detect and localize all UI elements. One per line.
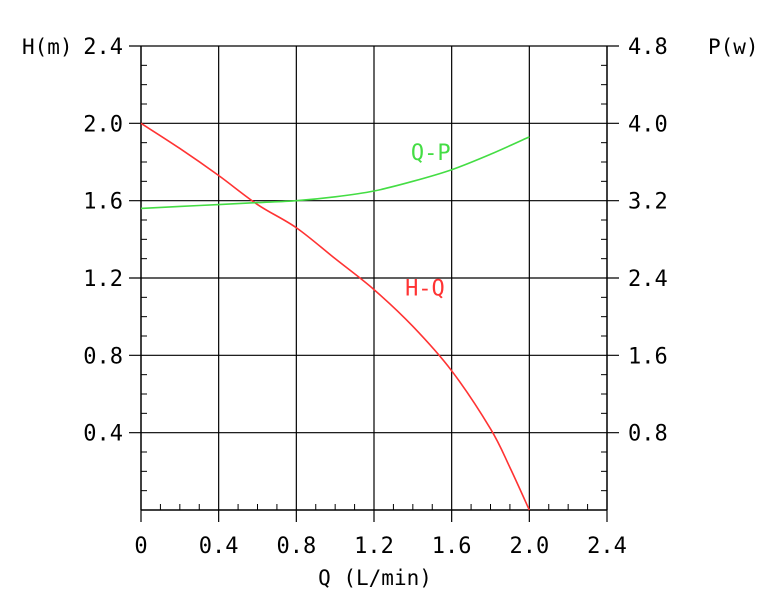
right-tick-label: 3.2 bbox=[628, 190, 668, 215]
x-tick-label: 0 bbox=[134, 534, 147, 559]
grid bbox=[129, 45, 619, 522]
left-axis-title: H(m) bbox=[22, 35, 73, 59]
x-tick-label: 1.6 bbox=[432, 534, 472, 559]
x-tick-label: 0.4 bbox=[199, 534, 239, 559]
series-layer bbox=[140, 122, 531, 511]
left-tick-label: 2.0 bbox=[83, 112, 123, 137]
minor-ticks bbox=[141, 64, 607, 510]
right-axis-title: P(w) bbox=[708, 35, 759, 59]
x-tick-label: 2.4 bbox=[587, 534, 627, 559]
series-q-p-line bbox=[140, 136, 530, 210]
right-tick-label: 4.8 bbox=[628, 35, 668, 60]
left-tick-label: 1.2 bbox=[83, 267, 123, 292]
right-tick-label: 0.8 bbox=[628, 422, 668, 447]
left-tick-label: 0.8 bbox=[83, 344, 123, 369]
left-tick-label: 1.6 bbox=[83, 190, 123, 215]
x-tick-label: 1.2 bbox=[354, 534, 394, 559]
x-tick-label: 2.0 bbox=[509, 534, 549, 559]
label-layer: 0 0.4 0.8 1.2 1.6 2.0 2.4 0.4 0.8 1.2 1.6 2.0 2.4 0.8… bbox=[83, 35, 668, 559]
left-tick-label: 2.4 bbox=[83, 35, 123, 60]
right-tick-label: 2.4 bbox=[628, 267, 668, 292]
series-h-q-line bbox=[140, 122, 531, 511]
series-h-q-label: H-Q bbox=[405, 276, 445, 301]
x-axis-title: Q (L/min) bbox=[318, 566, 432, 590]
x-tick-label: 0.8 bbox=[276, 534, 316, 559]
left-tick-label: 0.4 bbox=[83, 422, 123, 447]
right-tick-label: 4.0 bbox=[628, 112, 668, 137]
right-tick-label: 1.6 bbox=[628, 344, 668, 369]
series-q-p-label: Q-P bbox=[411, 141, 451, 166]
